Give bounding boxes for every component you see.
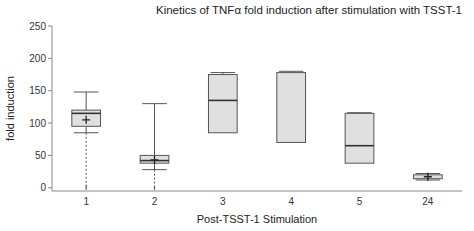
upper-cap: [142, 103, 167, 104]
marks: [72, 71, 442, 189]
y-tick: [48, 90, 52, 91]
lower-whisker: [86, 126, 87, 132]
upper-whisker: [154, 104, 155, 156]
x-tick-label: 4: [288, 196, 294, 207]
lower-tick: [86, 186, 87, 190]
upper-cap: [211, 72, 236, 73]
mean-marker: [151, 156, 159, 164]
lower-extension: [154, 170, 155, 188]
median: [72, 113, 101, 115]
median: [208, 100, 237, 102]
lower-tick: [154, 186, 155, 190]
box: [72, 110, 101, 126]
chart: 0 50 100 150 200 250 1 2 3 4 5 24 Kinetics of TNFα f…: [0, 0, 474, 231]
upper-cap: [279, 71, 304, 72]
upper-whisker: [86, 92, 87, 110]
lower-whisker: [154, 163, 155, 169]
x-tick-label: 5: [357, 196, 363, 207]
box: [277, 73, 306, 143]
y-tick-label: 150: [29, 85, 46, 96]
mean-marker: [82, 116, 90, 124]
y-tick-label: 200: [29, 53, 46, 64]
y-tick-label: 100: [29, 118, 46, 129]
y-axis-label: fold induction: [4, 76, 16, 141]
y-tick: [48, 187, 52, 188]
x-axis-label: Post-TSST-1 Stimulation: [197, 213, 317, 225]
lower-extension: [86, 133, 87, 188]
box: [208, 75, 237, 133]
median: [345, 145, 374, 147]
y-tick-label: 50: [35, 150, 47, 161]
box: [345, 113, 374, 163]
y-tick: [48, 26, 52, 27]
y-tick: [48, 123, 52, 124]
box: [140, 155, 169, 163]
y-axis: [52, 26, 53, 191]
x-tick-label: 1: [83, 196, 89, 207]
y-tick: [48, 155, 52, 156]
upper-cap: [74, 92, 99, 93]
x-tick-label: 24: [422, 196, 434, 207]
y-tick-label: 0: [40, 182, 46, 193]
x-tick-label: 2: [152, 196, 158, 207]
y-tick-label: 250: [29, 21, 46, 32]
x-tick-label: 3: [220, 196, 226, 207]
x-axis: [52, 191, 462, 192]
mean-marker: [424, 173, 432, 181]
title: Kinetics of TNFα fold induction after st…: [156, 4, 462, 16]
y-tick: [48, 58, 52, 59]
